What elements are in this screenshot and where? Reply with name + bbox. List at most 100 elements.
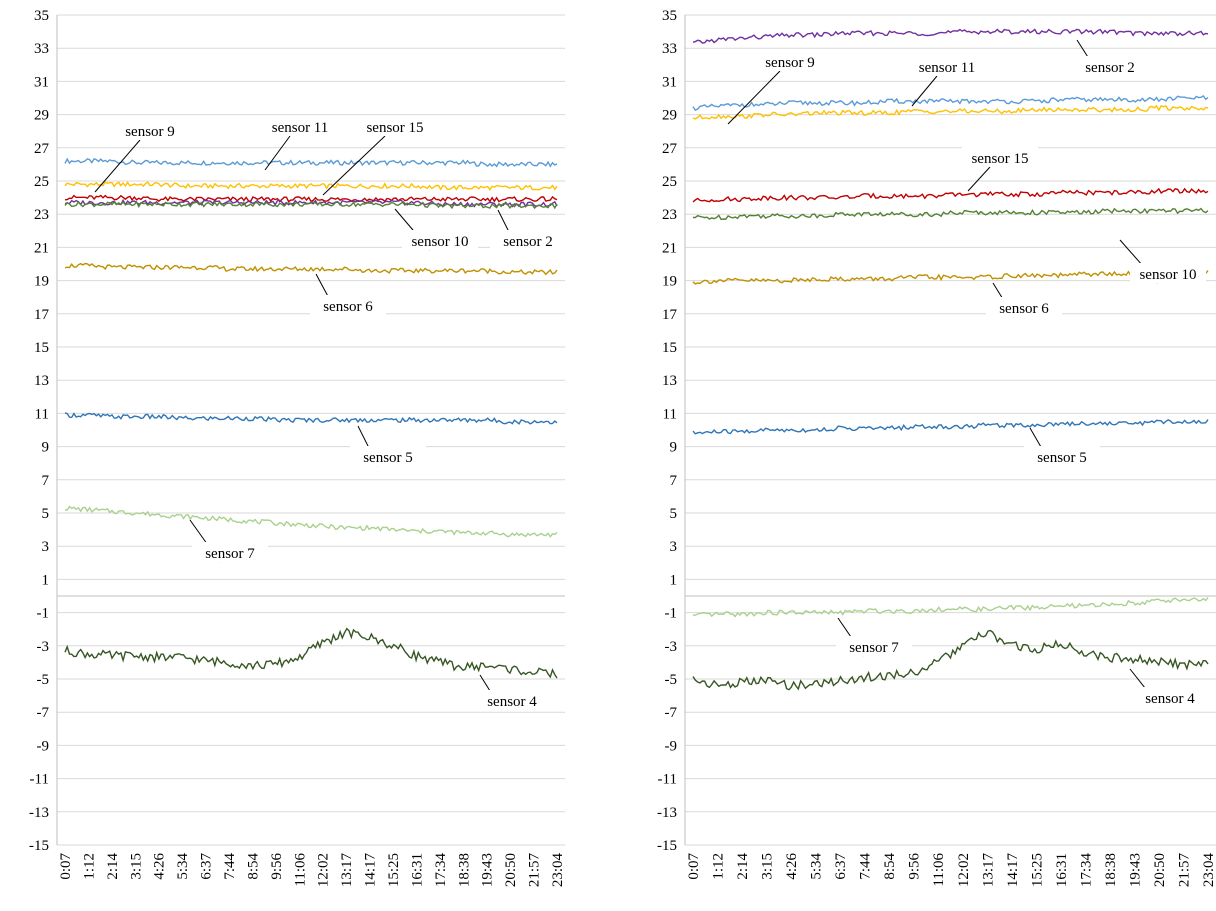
y-tick-label: -1 bbox=[665, 606, 678, 622]
x-tick-label: 20:50 bbox=[503, 853, 519, 887]
series-line-sensor-6 bbox=[64, 262, 558, 276]
y-tick-label: 1 bbox=[42, 572, 50, 588]
annotation-leader bbox=[322, 135, 386, 196]
y-tick-label: 7 bbox=[670, 473, 678, 489]
right-line-chart: 3533312927252321191715131197531-1-3-5-7-… bbox=[657, 8, 1216, 887]
x-tick-label: 21:57 bbox=[527, 853, 543, 888]
x-tick-label: 5:34 bbox=[809, 853, 825, 880]
x-tick-label: 6:37 bbox=[199, 853, 215, 880]
annotation-label: sensor 15 bbox=[366, 120, 423, 136]
y-tick-label: 9 bbox=[670, 440, 678, 456]
series-line-sensor-15 bbox=[692, 187, 1209, 203]
x-tick-label: 20:50 bbox=[1152, 853, 1168, 887]
series-line-sensor-11 bbox=[64, 157, 558, 168]
x-tick-label: 13:17 bbox=[980, 853, 996, 888]
annotation-leader bbox=[967, 166, 991, 192]
annotation-bg bbox=[909, 56, 985, 76]
annotation-label: sensor 11 bbox=[272, 120, 329, 136]
x-tick-label: 9:56 bbox=[269, 853, 285, 880]
y-tick-label: -9 bbox=[37, 738, 50, 754]
y-tick-label: 9 bbox=[42, 440, 50, 456]
annotation-leader bbox=[911, 75, 938, 107]
x-tick-label: 1:12 bbox=[711, 853, 727, 880]
x-tick-label: 7:44 bbox=[858, 853, 874, 880]
x-tick-label: 18:38 bbox=[1103, 853, 1119, 887]
annotation-bg bbox=[1130, 263, 1206, 283]
y-tick-label: 19 bbox=[662, 274, 677, 290]
x-tick-label: 8:54 bbox=[882, 853, 898, 880]
series-line-sensor-10 bbox=[64, 200, 558, 210]
annotation-bg bbox=[112, 120, 188, 140]
x-tick-label: 17:34 bbox=[1078, 853, 1094, 888]
y-tick-label: -5 bbox=[665, 672, 678, 688]
x-tick-label: 12:02 bbox=[316, 853, 332, 887]
series-line-sensor-5 bbox=[64, 412, 558, 425]
series-line-sensor-4 bbox=[64, 627, 558, 679]
annotation-bg bbox=[402, 230, 478, 250]
annotation-bg bbox=[350, 446, 426, 466]
y-tick-label: 33 bbox=[662, 41, 677, 57]
x-tick-label: 21:57 bbox=[1176, 853, 1192, 888]
x-tick-label: 19:43 bbox=[1127, 853, 1143, 887]
annotation-label: sensor 15 bbox=[971, 151, 1028, 167]
y-tick-label: 3 bbox=[670, 539, 678, 555]
x-tick-label: 4:26 bbox=[152, 853, 168, 880]
y-tick-label: 29 bbox=[34, 108, 49, 124]
y-tick-label: 19 bbox=[34, 274, 49, 290]
y-tick-label: 7 bbox=[42, 473, 50, 489]
y-tick-label: 15 bbox=[662, 340, 677, 356]
annotation-label: sensor 10 bbox=[1139, 267, 1196, 283]
series-line-sensor-7 bbox=[64, 505, 558, 538]
x-tick-label: 12:02 bbox=[956, 853, 972, 887]
annotation-bg bbox=[962, 147, 1038, 167]
y-tick-label: -15 bbox=[29, 838, 49, 854]
y-tick-label: 3 bbox=[42, 539, 50, 555]
series-line-sensor-9 bbox=[64, 181, 558, 192]
y-tick-label: 31 bbox=[662, 74, 677, 90]
y-tick-label: 35 bbox=[662, 8, 677, 24]
annotation-leader bbox=[264, 135, 291, 171]
annotation-bg bbox=[490, 230, 566, 250]
annotation-bg bbox=[1024, 446, 1100, 466]
y-tick-label: 5 bbox=[42, 506, 50, 522]
series-line-sensor-10 bbox=[693, 207, 1209, 221]
y-tick-label: 23 bbox=[662, 207, 677, 223]
x-tick-label: 23:04 bbox=[1201, 853, 1216, 888]
x-tick-label: 11:06 bbox=[292, 853, 308, 887]
annotation-label: sensor 5 bbox=[1037, 450, 1087, 466]
annotation-bg bbox=[986, 297, 1062, 317]
y-tick-label: 1 bbox=[670, 572, 678, 588]
y-tick-label: 25 bbox=[34, 174, 49, 190]
y-tick-label: 23 bbox=[34, 207, 49, 223]
y-tick-label: 11 bbox=[663, 406, 677, 422]
y-tick-label: -11 bbox=[30, 772, 49, 788]
y-tick-label: 21 bbox=[662, 240, 677, 256]
annotation-leader bbox=[94, 139, 141, 193]
annotation-bg bbox=[1072, 56, 1148, 76]
x-tick-label: 3:15 bbox=[128, 853, 144, 880]
annotation-label: sensor 9 bbox=[125, 124, 175, 140]
annotation-leader bbox=[727, 70, 781, 125]
annotation-bg bbox=[357, 116, 433, 136]
x-tick-label: 0:07 bbox=[58, 853, 74, 880]
y-tick-label: -7 bbox=[665, 705, 678, 721]
x-tick-label: 2:14 bbox=[105, 853, 121, 880]
x-tick-label: 3:15 bbox=[760, 853, 776, 880]
x-tick-label: 16:31 bbox=[1054, 853, 1070, 887]
y-tick-label: -13 bbox=[29, 805, 49, 821]
y-tick-label: 27 bbox=[34, 141, 50, 157]
annotation-bg bbox=[310, 295, 386, 315]
series-line-sensor-9 bbox=[692, 104, 1209, 120]
annotation-label: sensor 5 bbox=[363, 450, 413, 466]
y-tick-label: -7 bbox=[37, 705, 50, 721]
y-tick-label: -13 bbox=[657, 805, 677, 821]
series-line-sensor-5 bbox=[692, 418, 1209, 435]
y-tick-label: 13 bbox=[662, 373, 677, 389]
x-tick-label: 18:38 bbox=[456, 853, 472, 887]
annotation-bg bbox=[474, 690, 550, 710]
y-tick-label: 11 bbox=[35, 406, 49, 422]
y-tick-label: 15 bbox=[34, 340, 49, 356]
y-tick-label: -15 bbox=[657, 838, 677, 854]
annotation-label: sensor 4 bbox=[487, 694, 537, 710]
